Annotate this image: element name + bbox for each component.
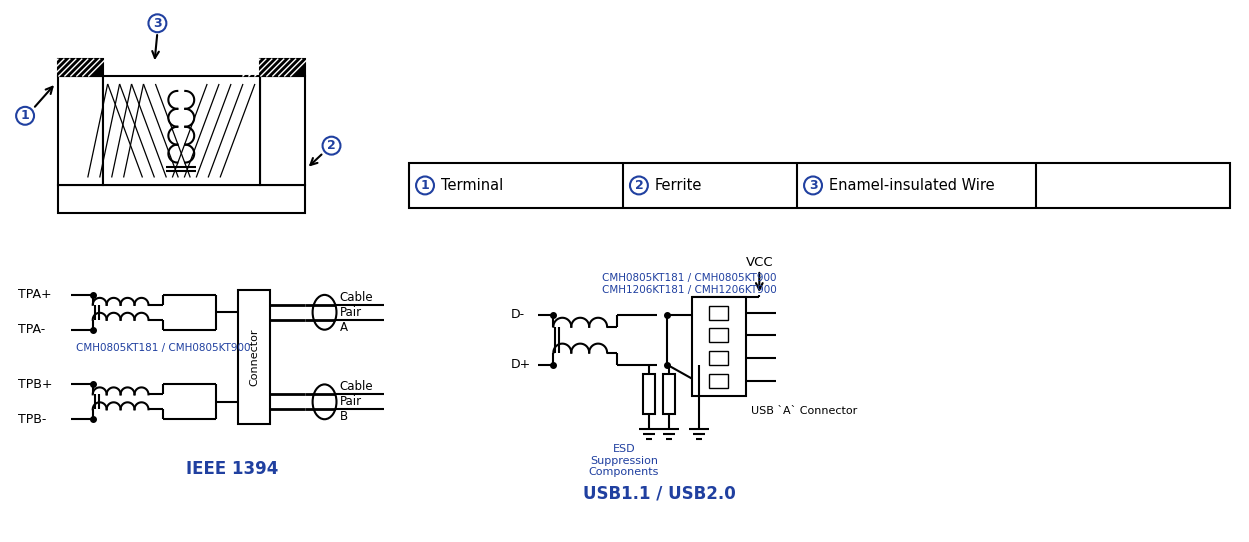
Bar (239, 290, 270, 424)
Text: 1: 1 (21, 109, 30, 122)
Bar (708, 351, 728, 365)
Circle shape (416, 177, 433, 195)
Circle shape (804, 177, 822, 195)
Bar (57, 76, 102, 185)
Text: 2: 2 (634, 179, 643, 192)
Text: 3: 3 (154, 17, 161, 30)
Ellipse shape (312, 384, 336, 419)
Circle shape (322, 137, 341, 154)
Text: TPA-: TPA- (19, 323, 45, 336)
Text: USB `A` Connector: USB `A` Connector (752, 406, 858, 416)
Text: 2: 2 (327, 139, 336, 152)
Bar (57, 185, 305, 214)
Bar (708, 373, 728, 388)
Text: IEEE 1394: IEEE 1394 (186, 460, 279, 478)
Text: ESD
Suppression
Components: ESD Suppression Components (588, 444, 659, 478)
Text: VCC: VCC (746, 255, 773, 268)
Bar (643, 375, 654, 414)
Text: TPB+: TPB+ (19, 378, 52, 391)
Text: 3: 3 (808, 179, 817, 192)
Text: D+: D+ (511, 358, 531, 371)
Bar (708, 306, 728, 320)
Text: CMH0805KT181 / CMH0805KT900: CMH0805KT181 / CMH0805KT900 (76, 343, 250, 353)
Text: CMH0805KT181 / CMH0805KT900: CMH0805KT181 / CMH0805KT900 (602, 273, 777, 283)
Text: Connector: Connector (249, 328, 259, 386)
Bar (260, 59, 305, 76)
Circle shape (629, 177, 648, 195)
Text: Ferrite: Ferrite (654, 178, 702, 193)
Text: Terminal: Terminal (441, 178, 503, 193)
Bar (57, 59, 102, 76)
Text: D-: D- (511, 308, 525, 321)
Text: USB1.1 / USB2.0: USB1.1 / USB2.0 (583, 485, 736, 503)
Text: TPB-: TPB- (19, 413, 46, 425)
Text: Cable
Pair
A: Cable Pair A (340, 291, 373, 334)
Bar (708, 328, 728, 342)
Text: 1: 1 (421, 179, 430, 192)
Bar (260, 76, 305, 185)
Bar (102, 76, 260, 185)
Text: CMH1206KT181 / CMH1206KT900: CMH1206KT181 / CMH1206KT900 (602, 285, 777, 295)
Circle shape (149, 14, 166, 32)
Text: Cable
Pair
B: Cable Pair B (340, 380, 373, 423)
Bar (692, 297, 747, 396)
Text: TPA+: TPA+ (19, 288, 51, 301)
Bar (663, 375, 674, 414)
Circle shape (16, 107, 34, 125)
Ellipse shape (312, 295, 336, 330)
Text: Enamel-insulated Wire: Enamel-insulated Wire (829, 178, 994, 193)
Bar (410, 163, 1230, 208)
